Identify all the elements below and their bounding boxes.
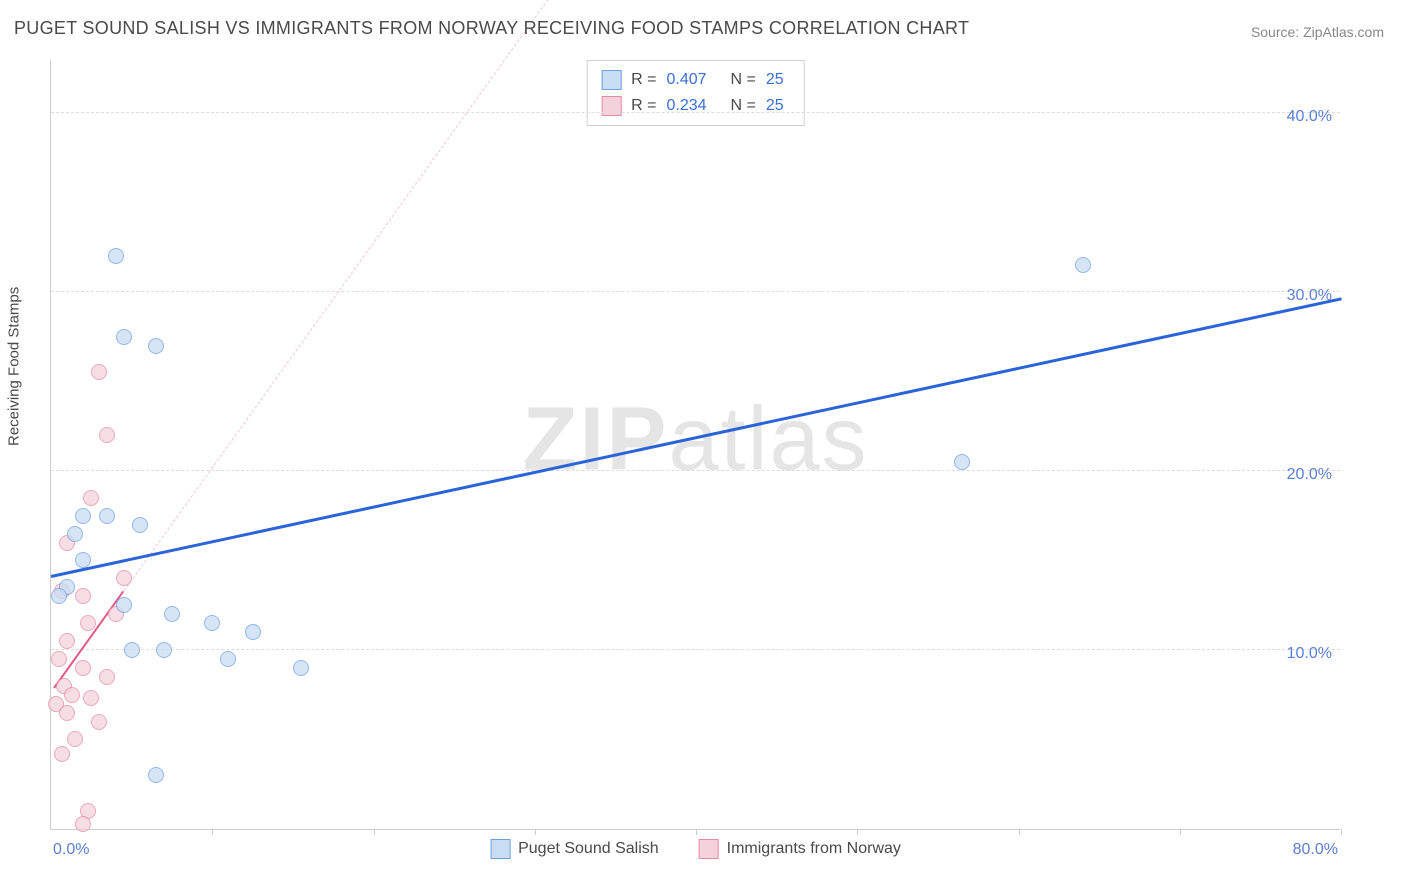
scatter-point [245,624,261,640]
x-axis-tick [535,829,536,835]
chart-title: PUGET SOUND SALISH VS IMMIGRANTS FROM NO… [14,18,969,39]
scatter-point [83,490,99,506]
x-axis-label-max: 80.0% [1293,841,1338,859]
plot-area: ZIPatlas R = 0.407 N = 25 R = 0.234 N = … [50,60,1340,830]
swatch-series-2 [699,839,719,859]
trend-line [54,0,584,689]
scatter-point [293,660,309,676]
scatter-point [164,606,180,622]
swatch-series-1 [601,70,621,90]
x-axis-tick [374,829,375,835]
scatter-point [148,338,164,354]
scatter-point [51,651,67,667]
legend-row-series-2: R = 0.234 N = 25 [601,93,790,119]
trend-line [51,298,1342,578]
r-label: R = [631,67,656,93]
y-axis-tick-label: 40.0% [1287,108,1332,126]
swatch-series-1 [490,839,510,859]
y-axis-tick-label: 10.0% [1287,645,1332,663]
legend-row-series-1: R = 0.407 N = 25 [601,67,790,93]
y-axis-title: Receiving Food Stamps [6,287,23,446]
scatter-point [204,615,220,631]
x-axis-tick [696,829,697,835]
correlation-legend: R = 0.407 N = 25 R = 0.234 N = 25 [586,60,805,126]
legend-label-series-1: Puget Sound Salish [518,840,659,858]
x-axis-tick [1019,829,1020,835]
legend-label-series-2: Immigrants from Norway [727,840,901,858]
r-value-series-2: 0.234 [667,93,721,119]
scatter-point [75,508,91,524]
scatter-point [148,767,164,783]
source-attribution: Source: ZipAtlas.com [1251,24,1384,40]
x-axis-tick [212,829,213,835]
gridline-h [51,112,1340,113]
scatter-point [99,669,115,685]
scatter-point [64,687,80,703]
scatter-point [116,329,132,345]
x-axis-tick [857,829,858,835]
scatter-point [91,714,107,730]
scatter-point [99,427,115,443]
x-axis-tick [1341,829,1342,835]
scatter-point [116,597,132,613]
n-label: N = [731,93,756,119]
scatter-point [156,642,172,658]
r-value-series-1: 0.407 [667,67,721,93]
scatter-point [124,642,140,658]
scatter-point [75,660,91,676]
gridline-h [51,291,1340,292]
scatter-point [83,690,99,706]
legend-item-series-2: Immigrants from Norway [699,839,901,859]
scatter-point [51,588,67,604]
scatter-point [132,517,148,533]
scatter-point [75,552,91,568]
y-axis-tick-label: 20.0% [1287,466,1332,484]
gridline-h [51,649,1340,650]
scatter-point [59,633,75,649]
r-label: R = [631,93,656,119]
scatter-point [67,731,83,747]
n-label: N = [731,67,756,93]
scatter-point [80,615,96,631]
scatter-point [954,454,970,470]
scatter-point [108,248,124,264]
swatch-series-2 [601,96,621,116]
scatter-point [67,526,83,542]
scatter-point [1075,257,1091,273]
series-legend: Puget Sound Salish Immigrants from Norwa… [490,839,901,859]
scatter-point [75,816,91,832]
scatter-point [75,588,91,604]
scatter-point [91,364,107,380]
x-axis-label-min: 0.0% [53,841,89,859]
scatter-point [59,705,75,721]
n-value-series-1: 25 [766,67,790,93]
scatter-point [116,570,132,586]
gridline-h [51,470,1340,471]
legend-item-series-1: Puget Sound Salish [490,839,659,859]
x-axis-tick [1180,829,1181,835]
scatter-point [99,508,115,524]
scatter-point [220,651,236,667]
scatter-point [54,746,70,762]
n-value-series-2: 25 [766,93,790,119]
